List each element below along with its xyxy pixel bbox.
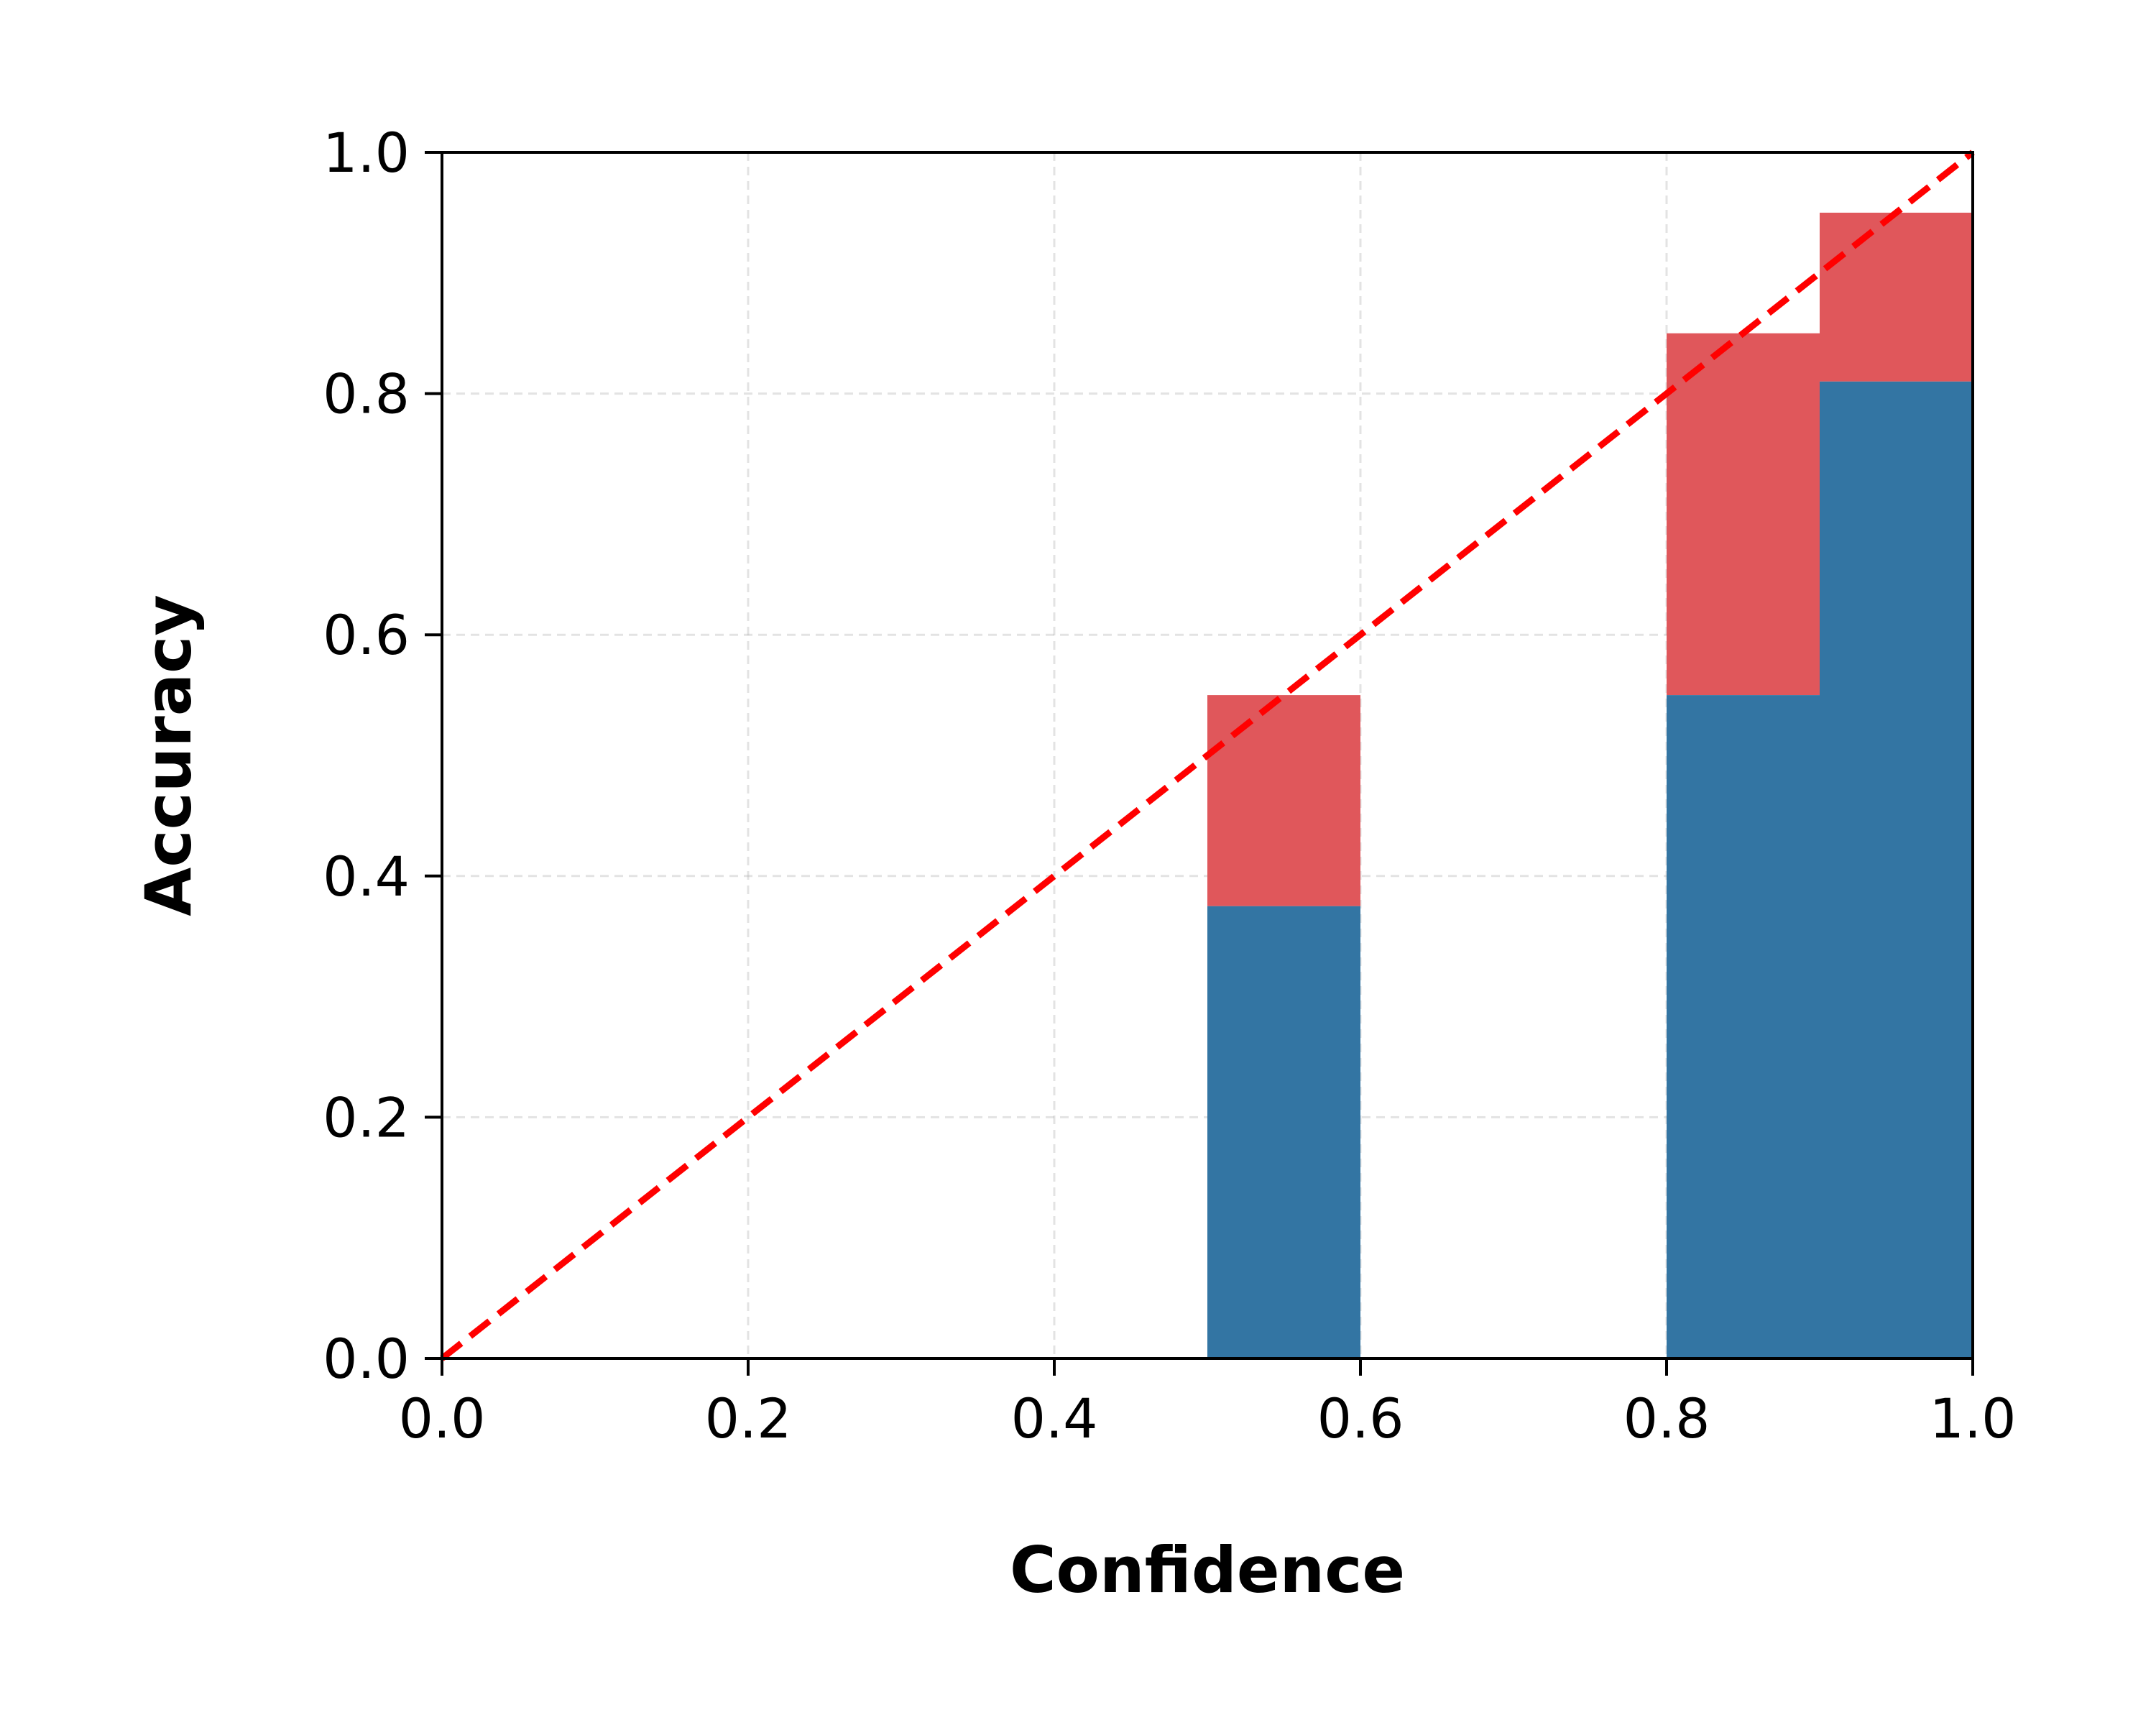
x-tick-label: 0.6 <box>1317 1386 1404 1450</box>
y-axis-title: Accuracy <box>132 594 206 916</box>
y-tick-label: 0.0 <box>323 1327 410 1391</box>
x-axis: 0.0 0.2 0.4 0.6 0.8 1.0 <box>399 1358 2017 1450</box>
y-tick-label: 0.2 <box>323 1085 410 1149</box>
y-tick-label: 0.8 <box>323 362 410 426</box>
accuracy-bar <box>1667 695 1820 1358</box>
x-tick-label: 1.0 <box>1930 1386 2017 1450</box>
y-tick-label: 0.6 <box>323 603 410 667</box>
y-axis: 0.0 0.2 0.4 0.6 0.8 1.0 <box>323 121 442 1391</box>
gap-bar <box>1667 333 1820 696</box>
accuracy-bar <box>1820 381 1973 1358</box>
y-tick-label: 0.4 <box>323 845 410 908</box>
gap-bar <box>1207 695 1360 906</box>
reference-line-group <box>440 150 1975 1361</box>
gap-bar <box>1820 212 1973 382</box>
y-tick-label: 1.0 <box>323 121 410 185</box>
plot-frame <box>441 151 1974 1360</box>
reference-line <box>440 150 1975 1361</box>
x-tick-label: 0.4 <box>1011 1386 1098 1450</box>
x-tick-label: 0.8 <box>1623 1386 1710 1450</box>
x-tick-label: 0.0 <box>399 1386 486 1450</box>
x-axis-title: Confidence <box>1010 1533 1405 1607</box>
accuracy-bar <box>1207 906 1360 1358</box>
x-tick-label: 0.2 <box>705 1386 792 1450</box>
bars <box>1207 212 1973 1358</box>
